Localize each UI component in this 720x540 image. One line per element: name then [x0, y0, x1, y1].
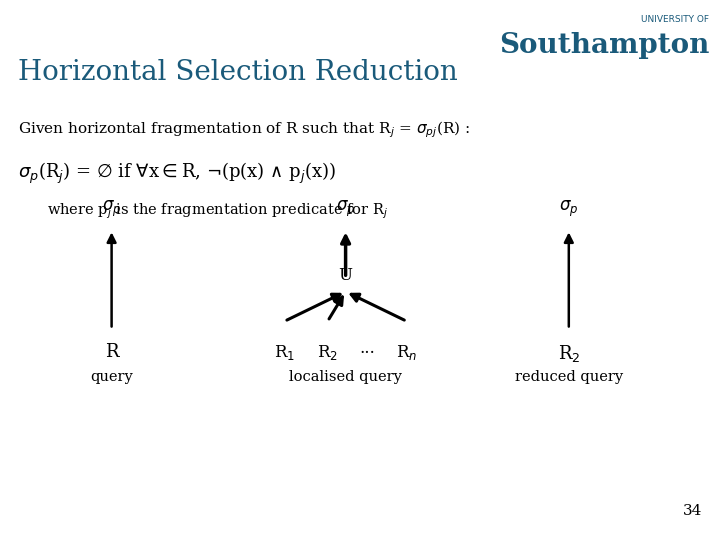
Text: where p$_j$ is the fragmentation predicate for R$_j$: where p$_j$ is the fragmentation predica…	[47, 202, 388, 221]
Text: Given horizontal fragmentation of R such that R$_j$ = $\sigma$$_{pj}$(R) :: Given horizontal fragmentation of R such…	[18, 120, 470, 140]
Text: R$_1$: R$_1$	[274, 343, 295, 362]
Text: $\sigma$$_p$(R$_j$) = $\varnothing$ if $\forall$x$\in$R, $\neg$(p(x) $\wedge$ p$: $\sigma$$_p$(R$_j$) = $\varnothing$ if $…	[18, 161, 336, 186]
Text: $\sigma$$_p$: $\sigma$$_p$	[559, 199, 579, 219]
Text: $\sigma$$_p$: $\sigma$$_p$	[336, 199, 356, 219]
Text: $\sigma$$_p$: $\sigma$$_p$	[102, 199, 122, 219]
Text: Horizontal Selection Reduction: Horizontal Selection Reduction	[18, 59, 458, 86]
Text: R$_2$: R$_2$	[317, 343, 338, 362]
Text: U: U	[338, 267, 353, 284]
Text: R: R	[105, 343, 118, 361]
Text: R$_2$: R$_2$	[557, 343, 580, 364]
Text: query: query	[90, 370, 133, 384]
Text: ...: ...	[359, 340, 375, 357]
Text: Southampton: Southampton	[499, 32, 709, 59]
Text: localised query: localised query	[289, 370, 402, 384]
Text: UNIVERSITY OF: UNIVERSITY OF	[642, 15, 709, 24]
Text: 34: 34	[683, 504, 702, 518]
Text: reduced query: reduced query	[515, 370, 623, 384]
Text: R$_n$: R$_n$	[396, 343, 418, 362]
